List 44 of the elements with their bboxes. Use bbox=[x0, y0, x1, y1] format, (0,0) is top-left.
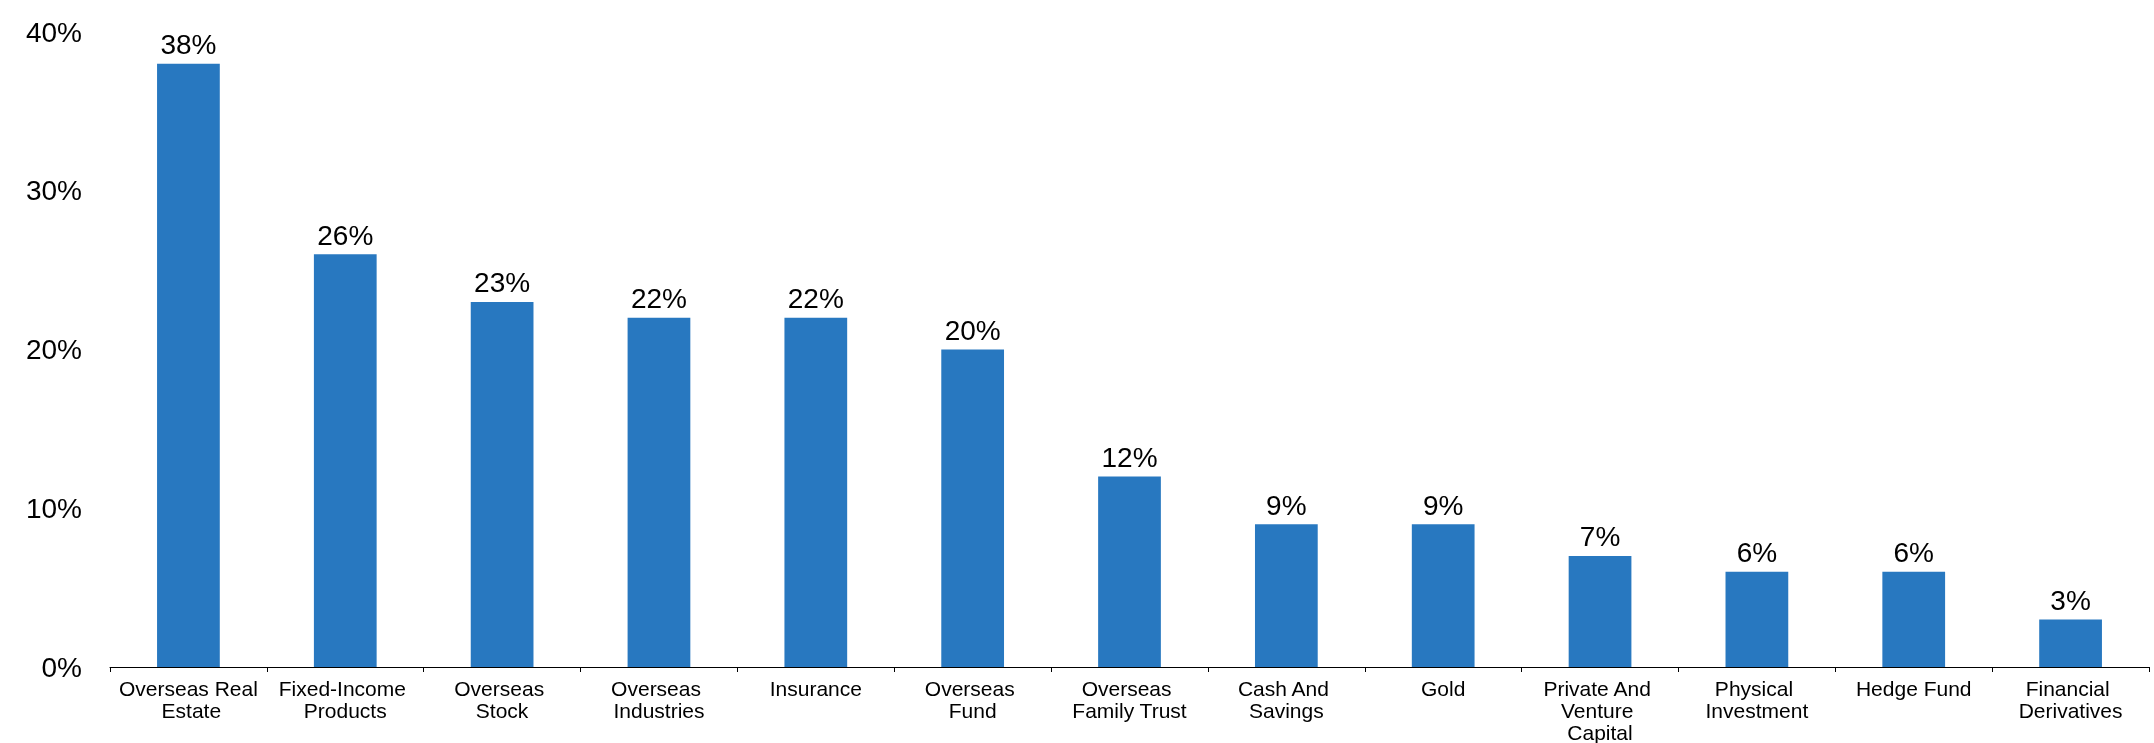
data-label: 9% bbox=[1422, 489, 1464, 521]
bar bbox=[313, 254, 377, 667]
data-label: 6% bbox=[1736, 537, 1778, 569]
data-label: 6% bbox=[1893, 537, 1934, 569]
data-label: 38% bbox=[160, 29, 217, 61]
data-label: 23% bbox=[474, 267, 531, 299]
x-tick-label: Physical Investment bbox=[1705, 676, 1809, 722]
x-tick-label: Private And Venture Capital bbox=[1543, 676, 1657, 743]
bar bbox=[1725, 571, 1789, 667]
data-label: 7% bbox=[1579, 521, 1621, 553]
bar bbox=[157, 63, 220, 667]
data-label: 3% bbox=[2050, 584, 2091, 616]
data-label: 22% bbox=[630, 283, 687, 315]
bar bbox=[1882, 571, 1946, 667]
y-tick-label: 20% bbox=[25, 334, 82, 365]
x-tick-label: Financial Derivatives bbox=[2018, 676, 2123, 722]
x-tick-label: Overseas Fund bbox=[924, 676, 1021, 722]
x-tick-label: Overseas Family Trust bbox=[1072, 676, 1187, 722]
data-label: 20% bbox=[944, 315, 1001, 346]
x-tick-label: Fixed-Income Products bbox=[278, 676, 412, 722]
data-label: 22% bbox=[787, 283, 844, 315]
bar bbox=[627, 317, 691, 667]
bar bbox=[2039, 619, 2102, 667]
bar bbox=[941, 349, 1005, 667]
y-tick-label: 10% bbox=[25, 492, 82, 524]
x-tick-label: Overseas Industries bbox=[611, 676, 707, 722]
bar bbox=[784, 317, 848, 667]
bar bbox=[1254, 524, 1318, 667]
y-tick-label: 30% bbox=[25, 175, 82, 207]
bar bbox=[470, 301, 534, 667]
x-tick-label: Overseas Real Estate bbox=[118, 676, 258, 722]
y-tick-label: 40% bbox=[25, 16, 82, 48]
x-tick-label: Gold bbox=[1421, 676, 1466, 700]
data-label: 26% bbox=[317, 219, 374, 251]
bar bbox=[1411, 524, 1475, 667]
data-label: 9% bbox=[1266, 489, 1307, 521]
y-tick-label: 0% bbox=[41, 651, 82, 683]
data-label: 12% bbox=[1101, 442, 1158, 473]
x-tick-label: Cash And Savings bbox=[1237, 676, 1335, 722]
x-tick-label: Insurance bbox=[769, 676, 862, 700]
bar bbox=[1098, 476, 1161, 667]
x-tick-label: Overseas Stock bbox=[454, 676, 550, 722]
bar bbox=[1568, 555, 1632, 667]
x-tick-label: Hedge Fund bbox=[1855, 676, 1972, 700]
